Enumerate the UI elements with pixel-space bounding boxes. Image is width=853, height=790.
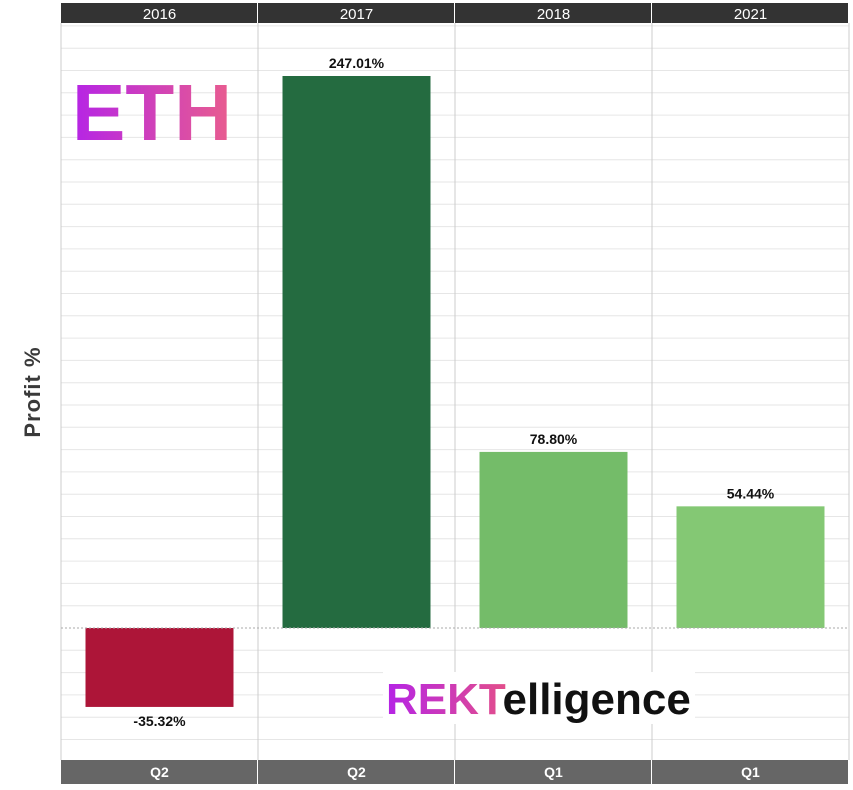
bar	[479, 451, 628, 628]
bar	[282, 76, 431, 628]
quarter-label: Q2	[347, 764, 366, 780]
year-header-cell	[258, 3, 454, 23]
bar-value-label: 247.01%	[329, 55, 385, 71]
year-header-cell	[61, 3, 257, 23]
year-header-cell	[652, 3, 848, 23]
quarter-footer-cell	[455, 760, 651, 784]
year-label: 2016	[143, 6, 176, 23]
bars	[85, 76, 825, 707]
year-header: 2016 2017 2018 2021	[61, 3, 848, 23]
bar-value-label: -35.32%	[133, 713, 186, 729]
bar	[85, 628, 234, 707]
quarter-footer-cell	[61, 760, 257, 784]
quarter-footer-cell	[652, 760, 848, 784]
panel-dividers	[60, 23, 850, 760]
rekt-logo-backdrop	[383, 672, 695, 724]
bar-value-label: 54.44%	[727, 485, 775, 501]
y-axis-title: Profit %	[20, 346, 45, 437]
value-labels: -35.32% 247.01% 78.80% 54.44%	[133, 55, 774, 729]
rekt-logo-prefix: REKT	[386, 675, 506, 724]
quarter-footer: Q2 Q2 Q1 Q1	[61, 760, 848, 784]
rekt-logo: REKTelligence	[386, 675, 691, 724]
quarter-footer-cell	[258, 760, 454, 784]
quarter-label: Q1	[741, 764, 760, 780]
year-header-cell	[455, 3, 651, 23]
year-label: 2018	[537, 6, 570, 23]
rekt-logo-suffix: elligence	[503, 675, 691, 724]
year-label: 2021	[734, 6, 767, 23]
bar-value-label: 78.80%	[530, 431, 578, 447]
year-label: 2017	[340, 6, 373, 23]
quarter-label: Q1	[544, 764, 563, 780]
eth-logo: ETH	[72, 68, 232, 157]
bar	[676, 506, 825, 628]
quarter-label: Q2	[150, 764, 169, 780]
